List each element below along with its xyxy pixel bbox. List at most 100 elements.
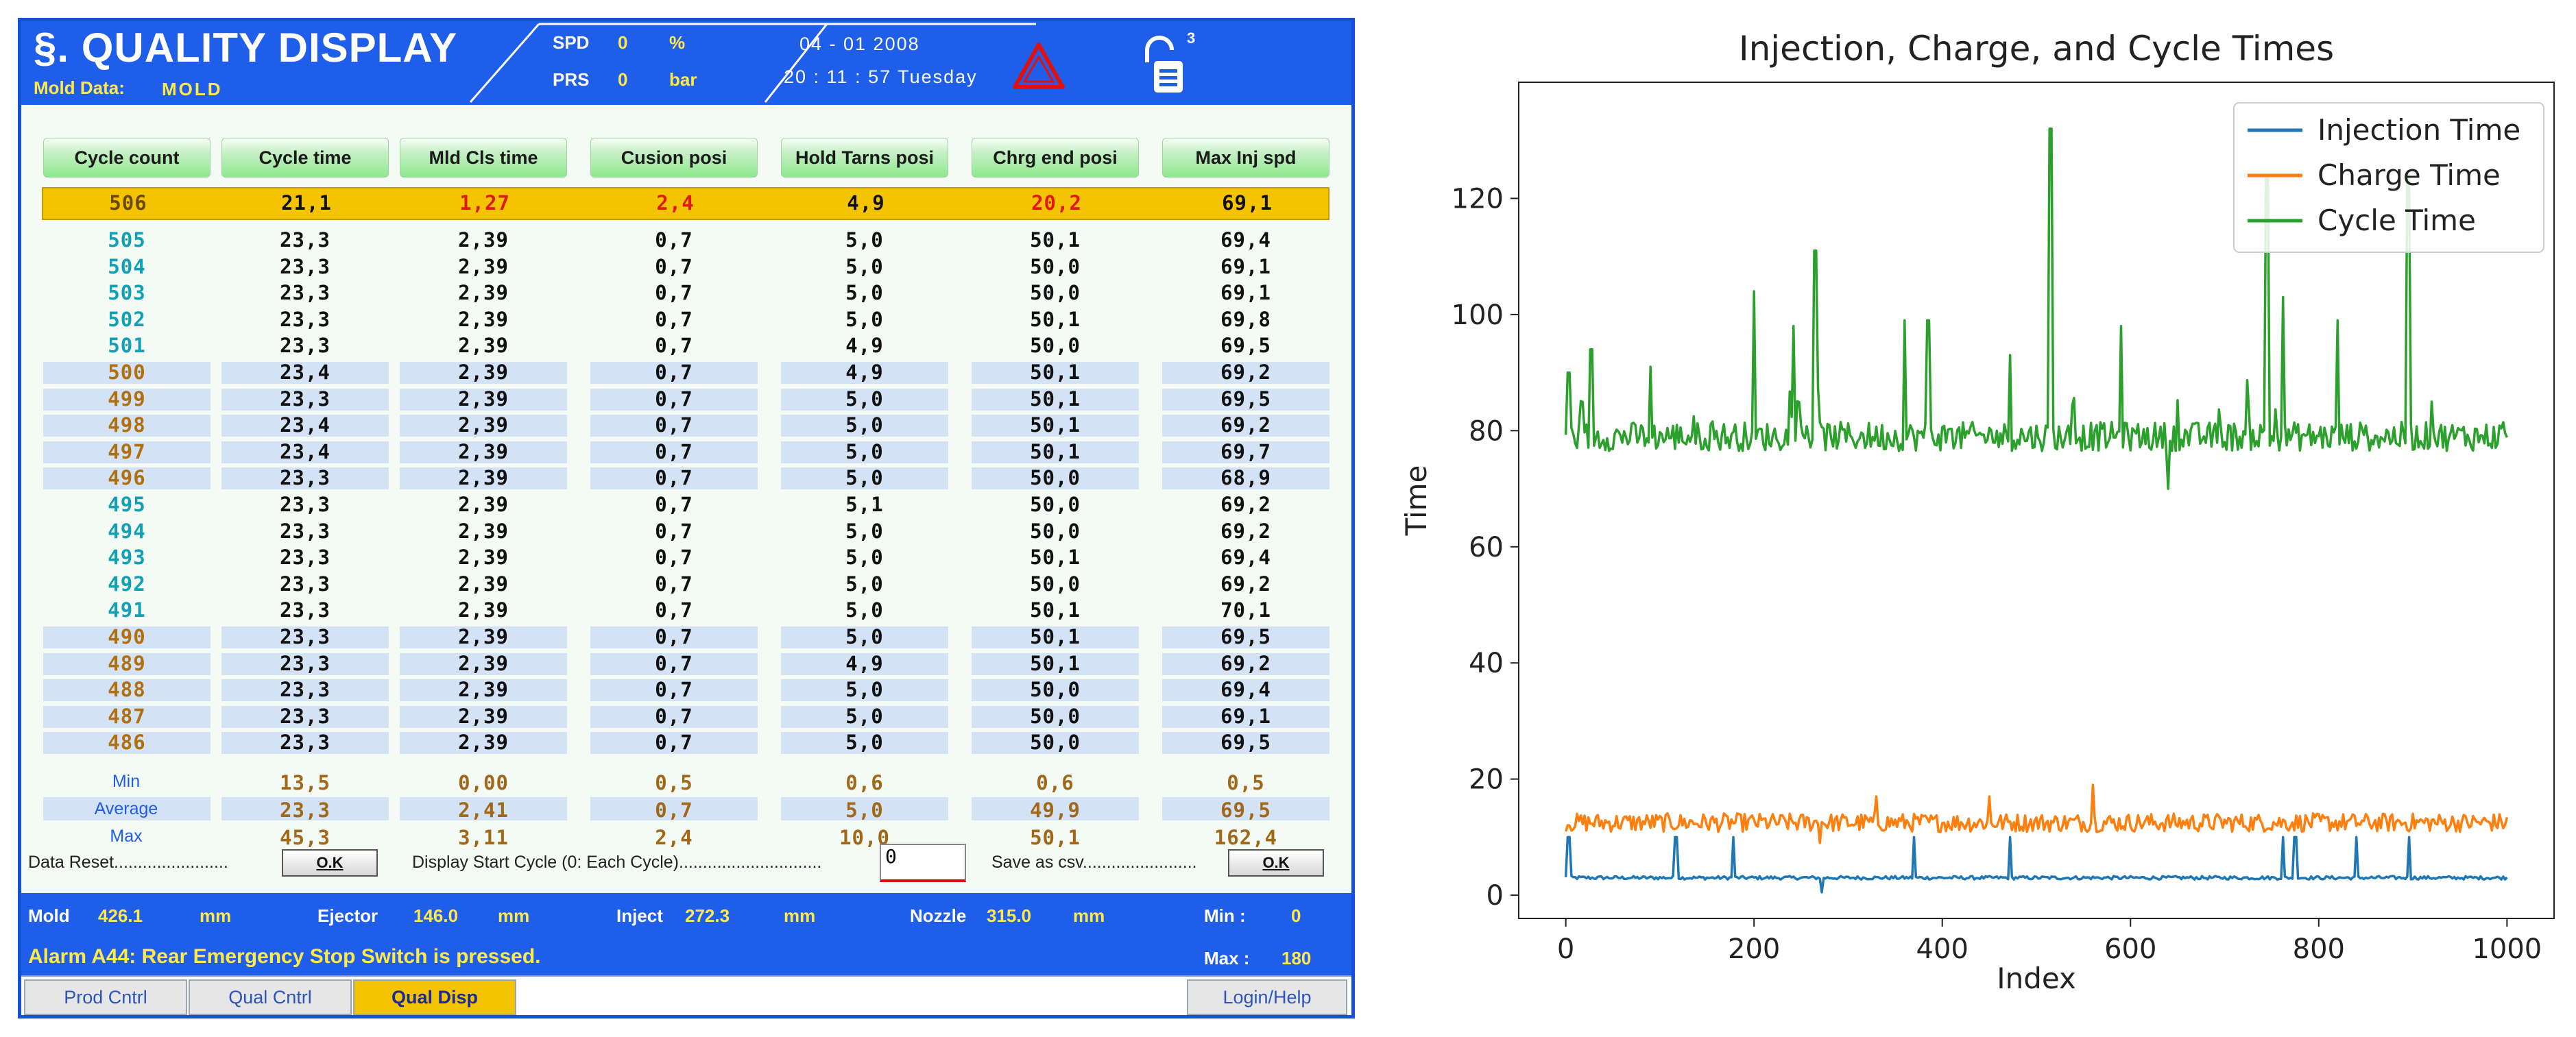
- table-cell: 50,0: [1030, 704, 1081, 728]
- table-cell: 69,8: [1220, 307, 1271, 331]
- summary-band: [781, 797, 948, 820]
- row-band: [781, 467, 948, 490]
- data-reset-ok-button[interactable]: O.K: [282, 849, 378, 877]
- ejector-position-unit: mm: [498, 905, 530, 926]
- table-cell: 5,0: [845, 413, 884, 437]
- display-start-cycle-input[interactable]: 0: [880, 844, 966, 882]
- y-tick-label: 40: [1469, 648, 1504, 679]
- summary-value: 13,5: [280, 771, 330, 794]
- time-display: 20 : 11 : 57 Tuesday: [784, 66, 978, 87]
- cycle-number: 489: [108, 651, 146, 675]
- table-cell: 4,9: [845, 651, 884, 675]
- tab-qual-disp[interactable]: Qual Disp: [353, 979, 516, 1015]
- series-line: [1564, 783, 2509, 844]
- table-cell: 23,3: [280, 493, 330, 516]
- table-cell: 0,7: [655, 731, 693, 755]
- table-cell: 2,39: [458, 493, 509, 516]
- quality-table: Cycle count Cycle time Mld Cls time Cusion …: [21, 105, 1351, 893]
- x-tick-label: 0: [1557, 934, 1574, 965]
- cycle-number: 490: [108, 625, 146, 648]
- row-band: [972, 626, 1139, 648]
- legend-box: [2233, 102, 2544, 253]
- row-band: [972, 415, 1139, 437]
- table-cell: 0,7: [655, 546, 693, 570]
- column-header: Mld Cls time: [400, 138, 567, 178]
- row-band: [221, 626, 389, 648]
- table-cell: 69,5: [1220, 731, 1271, 755]
- table-cell: 50,1: [1030, 307, 1081, 331]
- x-tick-label: 800: [2293, 934, 2345, 965]
- save-csv-ok-button[interactable]: O.K: [1228, 849, 1324, 877]
- table-cell: 5,0: [845, 254, 884, 278]
- table-cell: 23,3: [280, 678, 330, 702]
- row-band: [1162, 652, 1329, 675]
- row-band: [972, 732, 1139, 755]
- table-cell: 23,3: [280, 731, 330, 755]
- table-cell: 69,4: [1220, 546, 1271, 570]
- tab-qual-cntrl[interactable]: Qual Cntrl: [189, 979, 352, 1015]
- mold-position-value: 426.1: [98, 905, 143, 926]
- row-band: [221, 415, 389, 437]
- table-cell: 69,4: [1220, 678, 1271, 702]
- min-label: Min :: [1204, 905, 1246, 926]
- summary-value: 162,4: [1214, 826, 1278, 849]
- min-value: 0: [1291, 905, 1301, 926]
- x-tick-label: 1000: [2472, 934, 2542, 965]
- row-band: [781, 441, 948, 463]
- current-cell: 2,4: [656, 191, 695, 215]
- row-band: [1162, 732, 1329, 755]
- row-band: [400, 652, 567, 675]
- cycle-number: 493: [108, 546, 146, 570]
- table-cell: 0,7: [655, 625, 693, 648]
- row-band: [221, 652, 389, 675]
- table-cell: 5,0: [845, 625, 884, 648]
- times-chart: Injection, Charge, and Cycle Times Index T…: [1371, 0, 2576, 1037]
- table-cell: 0,7: [655, 651, 693, 675]
- plot-frame: [1518, 82, 2555, 919]
- cycle-number: 497: [108, 439, 146, 463]
- summary-value: 45,3: [280, 826, 330, 849]
- row-band: [590, 388, 758, 411]
- cycle-number: 487: [108, 704, 146, 728]
- table-cell: 2,39: [458, 598, 509, 622]
- row-band: [972, 652, 1139, 675]
- row-band: [221, 705, 389, 728]
- table-cell: 69,2: [1220, 361, 1271, 384]
- table-cell: 5,0: [845, 572, 884, 596]
- table-cell: 2,39: [458, 361, 509, 384]
- row-band: [400, 626, 567, 648]
- row-band: [781, 679, 948, 702]
- row-band: [221, 732, 389, 755]
- y-axis-label: Time: [1399, 465, 1433, 537]
- row-band: [221, 679, 389, 702]
- warning-icon[interactable]: [1012, 42, 1066, 90]
- table-cell: 50,1: [1030, 387, 1081, 411]
- ejector-position-label: Ejector: [317, 905, 378, 926]
- table-cell: 2,39: [458, 466, 509, 490]
- row-band: [43, 705, 210, 728]
- legend-entry: Injection Time: [2318, 113, 2520, 147]
- table-cell: 69,2: [1220, 413, 1271, 437]
- login-help-button[interactable]: Login/Help: [1187, 979, 1347, 1015]
- row-band: [781, 705, 948, 728]
- table-cell: 0,7: [655, 704, 693, 728]
- spd-value: 0: [618, 32, 628, 53]
- table-cell: 0,7: [655, 598, 693, 622]
- prs-label: PRS: [553, 69, 590, 90]
- row-band: [221, 467, 389, 490]
- table-cell: 0,7: [655, 572, 693, 596]
- table-cell: 50,1: [1030, 598, 1081, 622]
- access-level-badge: 3: [1187, 29, 1196, 47]
- row-band: [781, 626, 948, 648]
- chart-title: Injection, Charge, and Cycle Times: [1739, 29, 2334, 69]
- lock-icon[interactable]: [1139, 35, 1187, 97]
- table-cell: 69,5: [1220, 387, 1271, 411]
- tab-prod-cntrl[interactable]: Prod Cntrl: [24, 979, 187, 1015]
- row-band: [1162, 467, 1329, 490]
- row-band: [400, 362, 567, 384]
- summary-value: 50,1: [1030, 826, 1081, 849]
- save-csv-label: Save as csv........................: [991, 853, 1197, 872]
- series-line: [1564, 127, 2509, 490]
- row-band: [781, 652, 948, 675]
- current-cell: 21,1: [281, 191, 332, 215]
